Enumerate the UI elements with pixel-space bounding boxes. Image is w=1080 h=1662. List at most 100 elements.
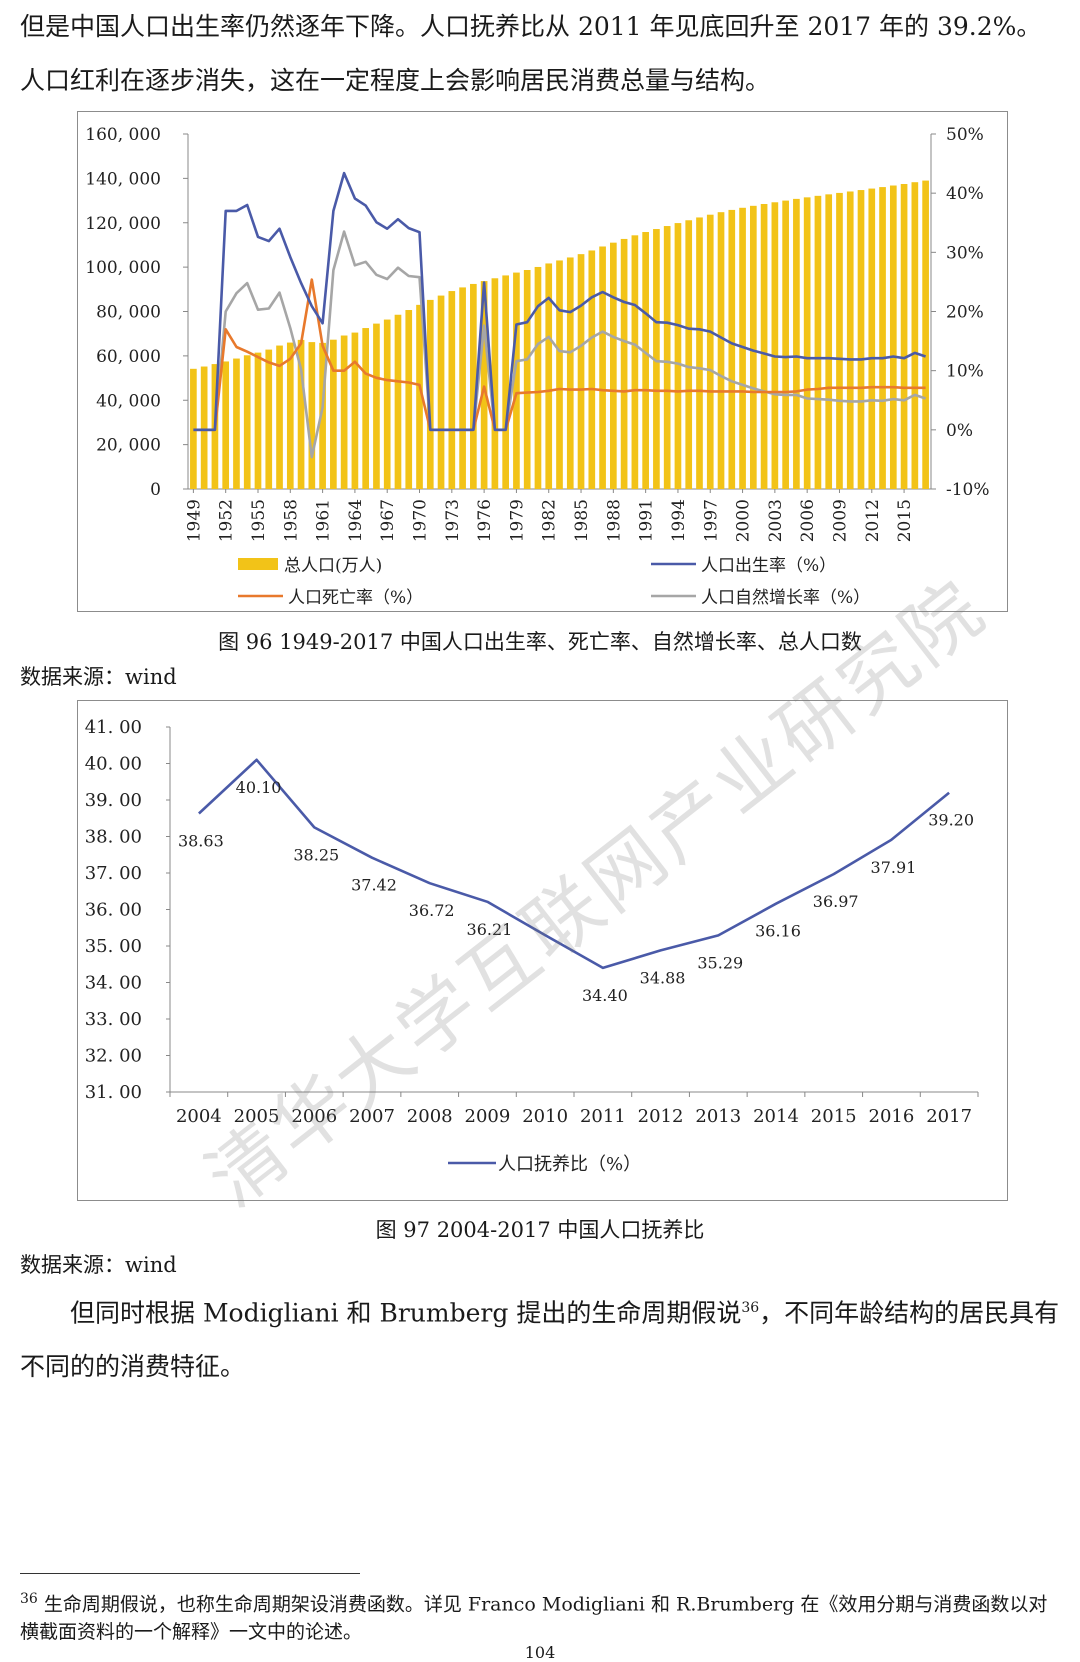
population-bar bbox=[739, 207, 746, 489]
body-text-after: ，不同年龄结构的居民具有不同的的消费特征。 bbox=[20, 1298, 1060, 1382]
right-tick-label: -10% bbox=[946, 480, 990, 500]
population-bar bbox=[276, 345, 283, 489]
population-bar bbox=[610, 242, 617, 489]
population-bar bbox=[814, 195, 822, 489]
x-tick-label: 2005 bbox=[234, 1106, 280, 1127]
population-bar bbox=[620, 238, 628, 489]
population-bar bbox=[480, 281, 488, 489]
left-tick-label: 160, 000 bbox=[85, 125, 161, 145]
population-bar bbox=[502, 275, 509, 489]
x-tick-label: 1964 bbox=[346, 499, 366, 542]
population-bar bbox=[599, 246, 606, 489]
left-tick-label: 20, 000 bbox=[96, 436, 161, 456]
x-tick-label: 2011 bbox=[580, 1106, 626, 1127]
death-rate-line bbox=[193, 278, 926, 432]
population-bar bbox=[577, 254, 585, 489]
figure-97-source: 数据来源：wind bbox=[20, 1253, 177, 1277]
population-bar bbox=[351, 332, 359, 489]
x-tick-label: 2004 bbox=[176, 1106, 222, 1127]
data-label: 34.40 bbox=[582, 986, 628, 1005]
population-bar bbox=[663, 226, 671, 489]
x-tick-label: 2000 bbox=[734, 499, 754, 542]
right-tick-label: 20% bbox=[946, 303, 984, 323]
population-bar bbox=[513, 272, 520, 489]
x-tick-label: 1961 bbox=[314, 499, 334, 542]
population-bar bbox=[889, 185, 897, 489]
figure-96-source: 数据来源：wind bbox=[20, 665, 177, 689]
y-tick-label: 31. 00 bbox=[85, 1082, 142, 1103]
population-bar bbox=[685, 220, 693, 489]
y-tick-label: 38. 00 bbox=[85, 827, 142, 848]
population-bar bbox=[459, 287, 466, 489]
x-tick-label: 1988 bbox=[604, 499, 624, 542]
right-tick-label: 50% bbox=[946, 125, 984, 145]
population-bar bbox=[674, 223, 682, 489]
legend-death-rate-label: 人口死亡率（%） bbox=[288, 588, 423, 608]
footnote-text: 生命周期假说，也称生命周期架设消费函数。详见 Franco Modigliani… bbox=[20, 1593, 1048, 1644]
population-bar bbox=[383, 319, 391, 489]
x-tick-label: 2009 bbox=[465, 1106, 511, 1127]
x-tick-label: 1967 bbox=[378, 499, 398, 542]
population-bar bbox=[793, 198, 800, 489]
data-label: 38.63 bbox=[178, 832, 224, 851]
population-bar bbox=[868, 188, 876, 489]
population-bar bbox=[836, 192, 843, 489]
population-bar bbox=[190, 368, 197, 489]
population-bar bbox=[717, 212, 725, 489]
population-bar bbox=[696, 217, 703, 489]
x-tick-label: 2009 bbox=[830, 499, 850, 542]
legend-dependency-ratio-label: 人口抚养比（%） bbox=[498, 1154, 641, 1175]
population-bar bbox=[534, 266, 542, 489]
population-bar bbox=[846, 191, 854, 489]
data-label: 37.42 bbox=[351, 876, 397, 895]
population-bar bbox=[394, 314, 402, 489]
footnote-ref[interactable]: 36 bbox=[741, 1300, 760, 1316]
population-bar bbox=[523, 269, 531, 489]
x-tick-label: 1952 bbox=[217, 499, 237, 542]
population-bar bbox=[900, 184, 908, 489]
population-bar bbox=[491, 278, 499, 489]
footnote-rule bbox=[20, 1573, 360, 1574]
right-tick-label: 30% bbox=[946, 243, 984, 263]
population-bar bbox=[308, 342, 316, 489]
y-tick-label: 37. 00 bbox=[85, 863, 142, 884]
population-bar bbox=[825, 194, 833, 489]
x-tick-label: 1991 bbox=[637, 499, 657, 542]
population-bar bbox=[233, 358, 240, 489]
population-bar bbox=[911, 182, 919, 489]
x-tick-label: 1973 bbox=[443, 499, 463, 542]
left-tick-label: 100, 000 bbox=[85, 258, 161, 278]
population-bar bbox=[588, 250, 596, 489]
population-bar bbox=[200, 366, 208, 489]
population-bar bbox=[922, 180, 929, 489]
figure-97-caption: 图 97 2004-2017 中国人口抚养比 bbox=[375, 1218, 705, 1242]
y-tick-label: 40. 00 bbox=[85, 754, 142, 775]
x-tick-label: 2013 bbox=[695, 1106, 741, 1127]
y-tick-label: 33. 00 bbox=[85, 1009, 142, 1030]
population-bar bbox=[448, 291, 456, 489]
x-tick-label: 1979 bbox=[507, 499, 527, 542]
left-tick-label: 80, 000 bbox=[96, 303, 161, 323]
chart-population-rates-svg: 0 20, 000 40, 000 60, 000 80, 000 100, 000 120… bbox=[85, 125, 990, 608]
chart-population-rates: 0 20, 000 40, 000 60, 000 80, 000 100, 000 120… bbox=[77, 111, 1008, 612]
data-label: 36.72 bbox=[409, 901, 455, 920]
population-bar bbox=[653, 229, 660, 489]
x-tick-label: 1997 bbox=[701, 499, 721, 542]
population-bar bbox=[556, 260, 563, 489]
data-label: 38.25 bbox=[293, 845, 339, 864]
data-label: 35.29 bbox=[697, 953, 743, 972]
x-tick-label: 1970 bbox=[411, 499, 431, 542]
legend-total-population-label: 总人口(万人) bbox=[284, 556, 382, 576]
left-tick-label: 60, 000 bbox=[96, 347, 161, 367]
data-label: 37.91 bbox=[871, 858, 917, 877]
population-bar bbox=[297, 339, 305, 489]
population-bar bbox=[243, 355, 251, 489]
data-label: 36.16 bbox=[755, 922, 801, 941]
left-tick-label: 0 bbox=[150, 480, 161, 500]
population-bar bbox=[879, 187, 886, 489]
population-bar bbox=[728, 209, 736, 489]
population-bar bbox=[330, 339, 337, 489]
population-bar bbox=[362, 328, 370, 489]
population-bar bbox=[545, 263, 553, 489]
x-tick-label: 2016 bbox=[869, 1106, 915, 1127]
